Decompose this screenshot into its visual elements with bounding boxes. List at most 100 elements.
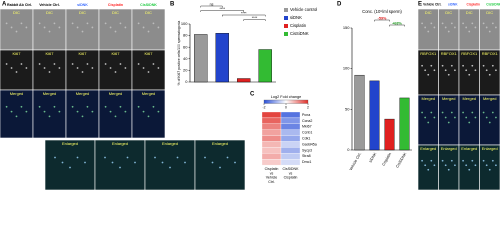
- row-label: DIC: [112, 10, 119, 15]
- cell-signal: [427, 168, 430, 171]
- cell-signal: [114, 115, 117, 118]
- row-label: Ccnb1: [302, 131, 312, 135]
- cell-signal: [124, 67, 127, 69]
- cell-signal: [471, 159, 474, 162]
- row-label: Merged: [483, 96, 497, 101]
- column-header: Cisplatin: [108, 3, 123, 7]
- cell-signal: [488, 168, 491, 171]
- micrograph: [65, 8, 100, 51]
- cell-signal: [38, 22, 41, 25]
- cell-signal: [20, 22, 23, 25]
- panel-label: A: [2, 2, 7, 8]
- cell-signal: [482, 64, 485, 67]
- cell-signal: [450, 22, 453, 25]
- y-tick-label: 0: [347, 147, 350, 152]
- y-tick-label: 150: [343, 25, 350, 30]
- row-label: DIC: [13, 10, 20, 15]
- colorbar-tick-label: 0: [285, 105, 287, 109]
- bar: [354, 74, 365, 151]
- cell-signal: [488, 73, 491, 76]
- cell-signal: [176, 156, 179, 159]
- micrograph: [438, 8, 460, 51]
- row-label: Merged: [142, 91, 156, 96]
- y-tick-label: 40: [183, 56, 188, 61]
- cell-signal: [474, 69, 477, 72]
- change-label: +68%: [392, 21, 402, 25]
- cell-signal: [43, 110, 46, 113]
- cell-signal: [427, 73, 430, 76]
- cell-signal: [424, 26, 427, 29]
- cell-signal: [20, 63, 23, 65]
- cell-signal: [465, 26, 468, 29]
- bar: [369, 80, 380, 151]
- cell-signal: [142, 67, 145, 69]
- row-label: Gadd45a: [302, 142, 317, 146]
- cell-signal: [152, 105, 155, 108]
- row-label: DIC: [466, 10, 473, 15]
- cell-signal: [43, 67, 46, 69]
- cell-signal: [468, 168, 471, 171]
- cell-signal: [433, 26, 436, 29]
- row-label: DIC: [445, 10, 452, 15]
- cell-signal: [10, 110, 13, 113]
- cell-signal: [109, 26, 112, 29]
- cell-signal: [25, 67, 28, 69]
- micrograph: [417, 49, 439, 96]
- micrograph: [0, 49, 34, 91]
- bar: [194, 34, 208, 83]
- cell-signal: [421, 111, 423, 114]
- cell-signal: [454, 164, 456, 167]
- cell-signal: [157, 67, 160, 69]
- cell-signal: [15, 71, 18, 73]
- cell-signal: [104, 22, 107, 25]
- micrograph: [65, 49, 100, 91]
- bar: [237, 78, 251, 83]
- heatmap-cell: [280, 111, 301, 119]
- micrograph: [438, 49, 460, 96]
- micrograph: [479, 8, 500, 51]
- micrograph: [98, 8, 133, 51]
- cell-signal: [424, 164, 427, 167]
- row-label: Merged: [462, 96, 476, 101]
- cell-signal: [462, 64, 464, 67]
- cell-signal: [142, 26, 145, 29]
- micrograph: [458, 49, 480, 96]
- cell-signal: [444, 69, 447, 72]
- cell-signal: [137, 105, 140, 108]
- row-label: Mki67: [302, 125, 312, 129]
- cell-signal: [219, 166, 221, 169]
- cell-signal: [444, 116, 447, 119]
- significance-bracket: [374, 19, 390, 22]
- legend-entry: Vehicle control: [290, 7, 317, 12]
- cell-signal: [91, 67, 94, 69]
- heatmap-cell: [280, 147, 301, 154]
- cell-signal: [53, 22, 56, 25]
- cell-signal: [427, 121, 430, 124]
- significance-label: ns: [210, 3, 214, 7]
- cell-signal: [450, 111, 453, 114]
- cell-signal: [488, 30, 491, 33]
- panel-label: D: [337, 2, 342, 8]
- micrograph: [417, 94, 439, 146]
- cell-signal: [119, 63, 122, 65]
- legend-swatch: [284, 16, 288, 20]
- panel-label: C: [250, 92, 255, 98]
- cell-signal: [147, 115, 150, 118]
- panel-label: B: [170, 2, 175, 8]
- cell-signal: [433, 164, 436, 167]
- micrograph: [458, 144, 480, 191]
- cell-signal: [48, 71, 51, 73]
- cell-signal: [134, 161, 136, 164]
- row-label: Enlarged: [212, 141, 228, 146]
- y-tick-label: 20: [183, 67, 188, 72]
- cell-signal: [465, 69, 468, 72]
- cell-signal: [447, 73, 450, 76]
- significance-label: ****: [241, 12, 247, 16]
- micrograph: [458, 8, 480, 51]
- cell-signal: [462, 22, 464, 25]
- column-label: Ctrl.: [268, 180, 275, 184]
- cell-signal: [58, 110, 61, 113]
- row-label: Enlarged: [441, 146, 457, 151]
- cell-signal: [114, 30, 117, 33]
- micrograph: [131, 89, 166, 139]
